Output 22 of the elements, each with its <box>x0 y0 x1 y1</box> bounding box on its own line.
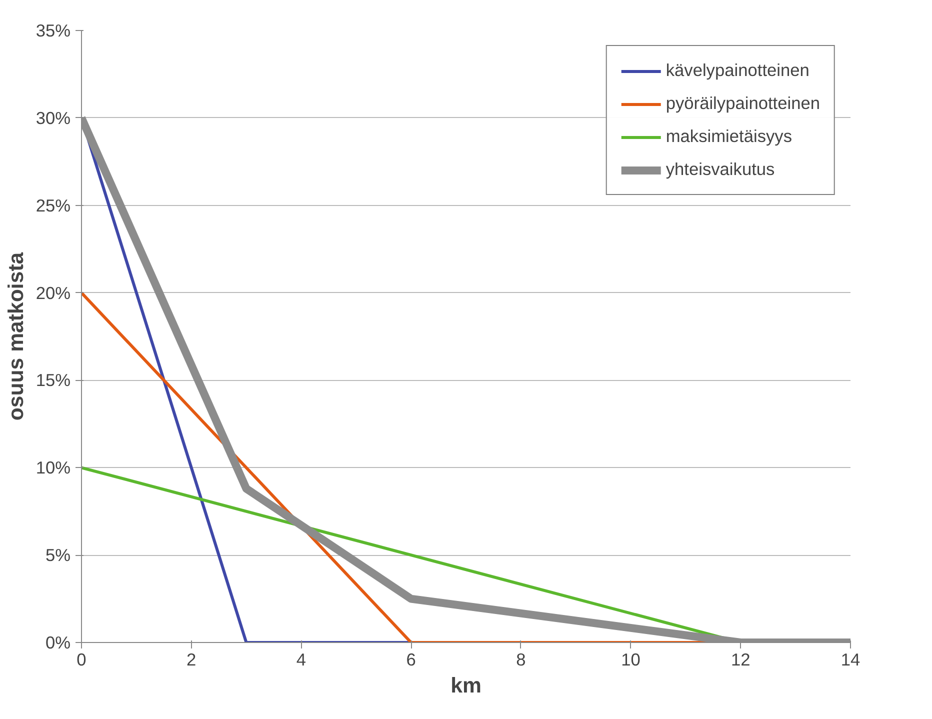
x-tick-label: 10 <box>621 650 640 670</box>
x-axis-title: km <box>450 674 482 698</box>
legend-label: kävelypainotteinen <box>666 60 810 81</box>
x-tick-label: 0 <box>76 650 86 670</box>
y-tick-label: 5% <box>45 545 70 566</box>
x-tick-label: 12 <box>731 650 750 670</box>
y-tick-label: 35% <box>36 20 71 40</box>
x-tick-label: 14 <box>840 650 860 670</box>
legend-label: pyöräilypainotteinen <box>666 93 820 114</box>
y-axis-title: osuus matkoista <box>4 252 28 421</box>
y-tick-label: 15% <box>36 370 71 390</box>
y-tick-label: 30% <box>36 108 71 128</box>
x-tick-label: 4 <box>296 650 306 670</box>
x-tick-label: 8 <box>516 650 526 670</box>
y-tick-label: 20% <box>36 282 71 303</box>
y-tick-label: 10% <box>36 458 71 478</box>
y-tick-label: 0% <box>45 632 70 652</box>
x-tick-label: 6 <box>406 650 416 670</box>
x-tick-label: 2 <box>186 650 196 670</box>
y-tick-label: 25% <box>36 195 71 216</box>
legend-label: yhteisvaikutus <box>666 159 775 180</box>
legend-label: maksimietäisyys <box>666 126 792 147</box>
